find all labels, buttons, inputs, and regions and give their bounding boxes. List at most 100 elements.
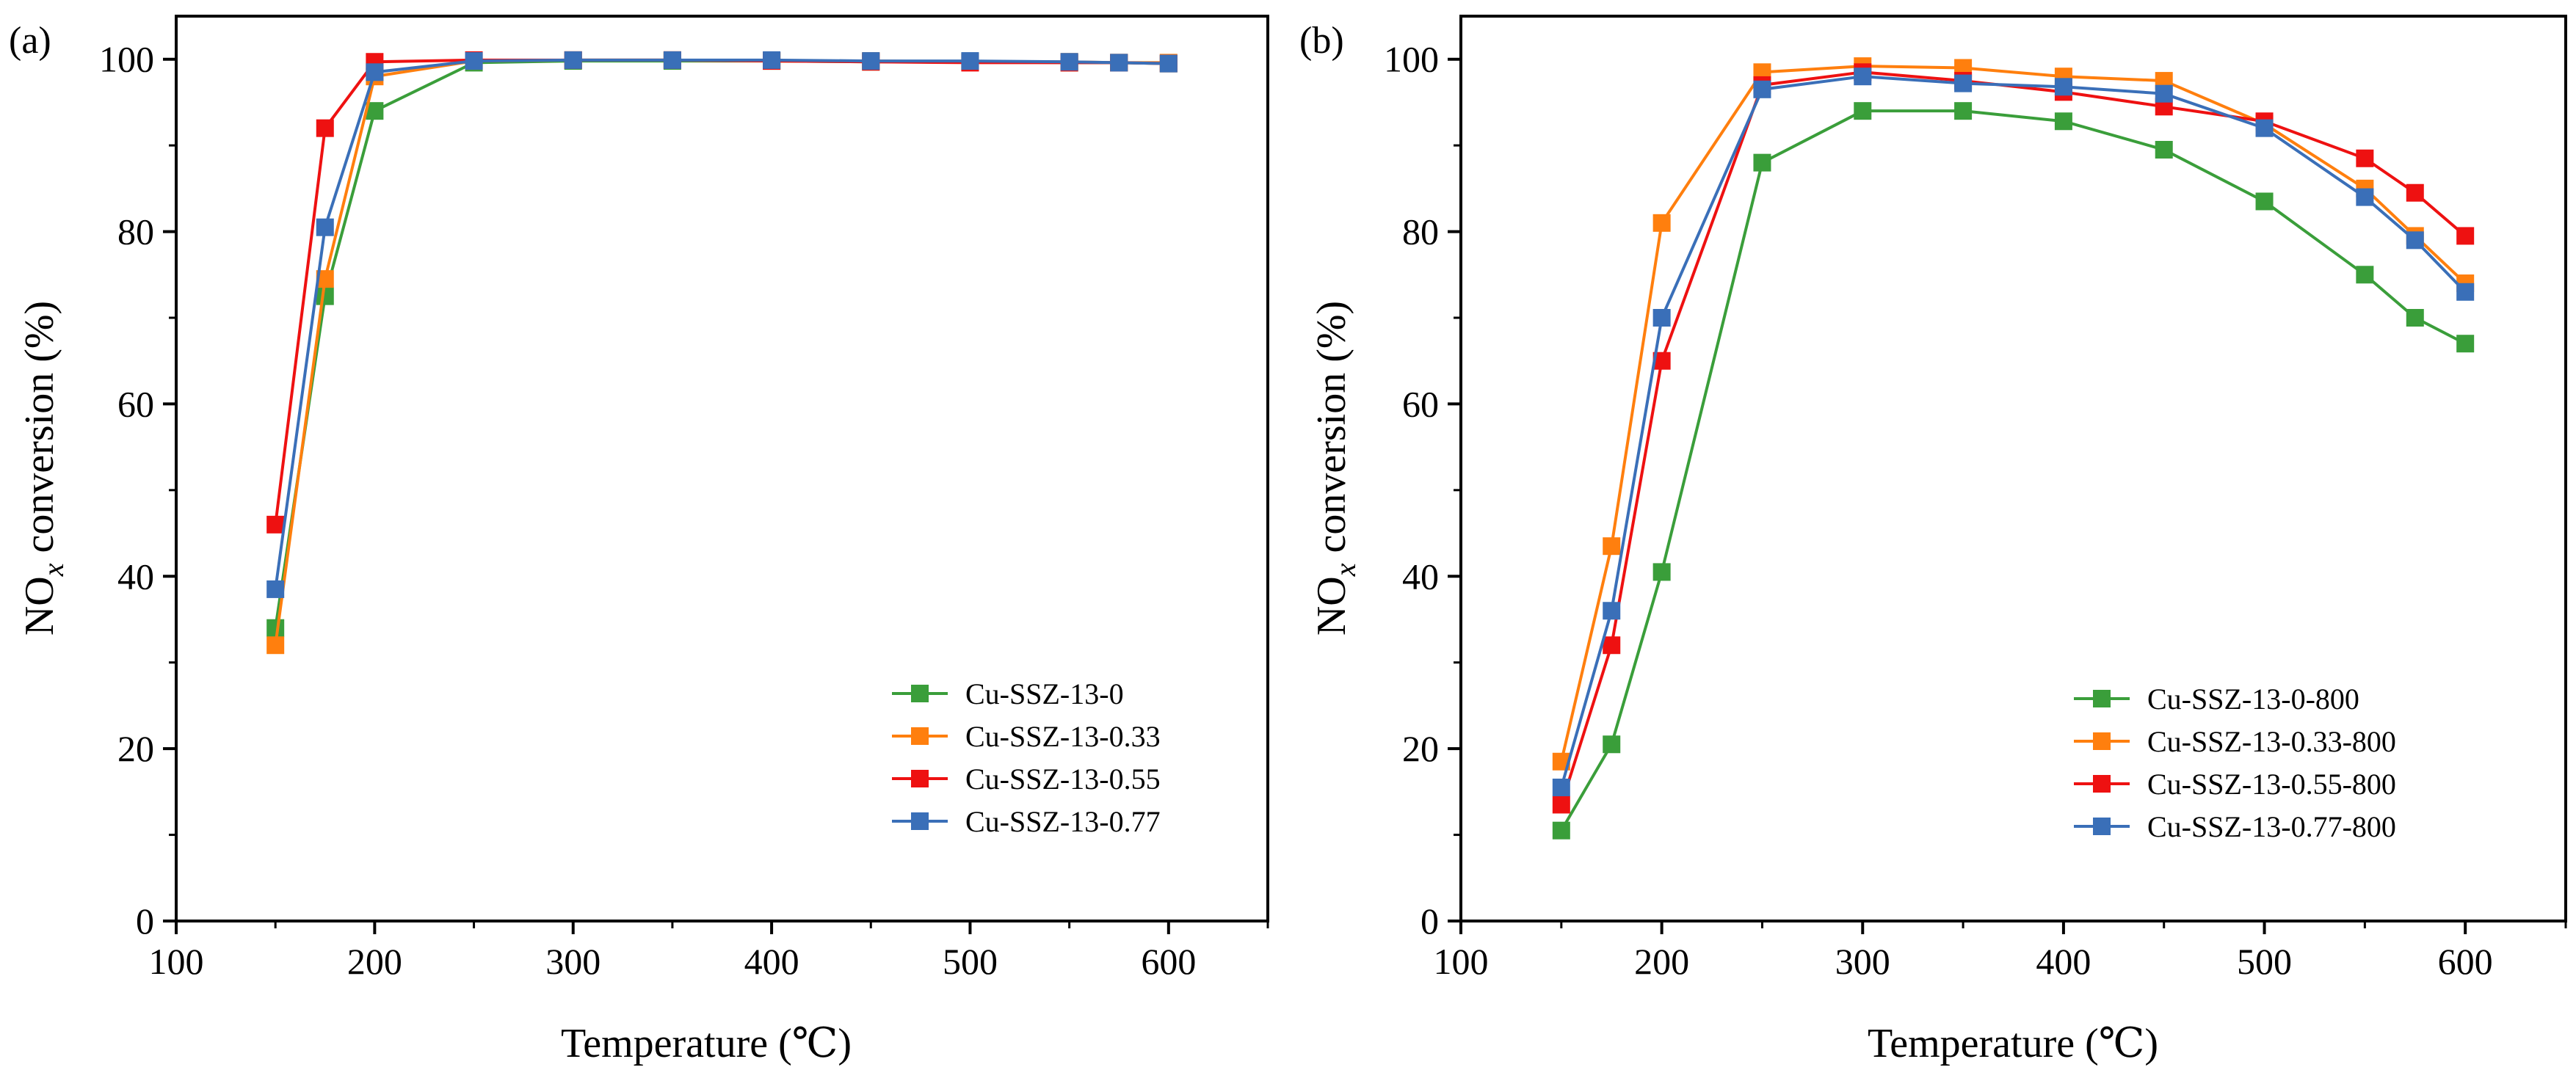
- panel-a-y-tick-label: 100: [99, 39, 154, 80]
- panel-b-y-tick-label: 0: [1421, 900, 1439, 942]
- data-point-cu-ssz-13-0-77: [663, 51, 681, 69]
- data-point-cu-ssz-13-0-800: [1753, 153, 1771, 172]
- panel-a-series-group: [266, 51, 1178, 655]
- panel-b-frame: [1459, 15, 2567, 922]
- series-line-cu-ssz-13-0-33-800: [1559, 65, 2467, 762]
- panel-b-x-tick-label: 300: [1835, 941, 1890, 982]
- data-point-cu-ssz-13-0-55-800: [2356, 149, 2374, 167]
- legend-marker-cu-ssz-13-0-55-800: [2093, 775, 2111, 793]
- legend-marker-cu-ssz-13-0-800: [2093, 690, 2111, 707]
- data-point-cu-ssz-13-0-800: [2456, 335, 2475, 353]
- data-point-cu-ssz-13-0: [266, 619, 285, 637]
- series-line-cu-ssz-13-0: [274, 59, 1169, 629]
- data-point-cu-ssz-13-0-800: [1854, 102, 1872, 120]
- panel-b-x-tick-label: 200: [1634, 941, 1689, 982]
- data-point-cu-ssz-13-0-800: [2406, 309, 2424, 327]
- legend-label-cu-ssz-13-0-55-800: Cu-SSZ-13-0.55-800: [2147, 768, 2396, 801]
- data-point-cu-ssz-13-0-77: [961, 52, 979, 70]
- panel-b-x-tick-label: 100: [1434, 941, 1489, 982]
- series-line-cu-ssz-13-0-33: [274, 58, 1169, 646]
- legend-marker-cu-ssz-13-0: [911, 685, 929, 702]
- data-point-cu-ssz-13-0-77: [862, 52, 880, 70]
- data-point-cu-ssz-13-0-77-800: [2054, 78, 2072, 96]
- data-point-cu-ssz-13-0-55-800: [1552, 796, 1570, 814]
- legend-label-cu-ssz-13-0-33: Cu-SSZ-13-0.33: [965, 720, 1161, 753]
- panel-a-legend: Cu-SSZ-13-0 Cu-SSZ-13-0.33 Cu-SSZ-13-0.55 C…: [892, 677, 1161, 838]
- panel-b-x-axis-title: Temperature (℃): [1868, 1021, 2158, 1066]
- data-point-cu-ssz-13-0-77-800: [1552, 778, 1570, 796]
- data-point-cu-ssz-13-0-55-800: [1603, 636, 1621, 655]
- panel-a-y-tick-label: 60: [117, 383, 154, 424]
- panel-a-y-axis-title: NOx conversion (%): [17, 301, 70, 636]
- data-point-cu-ssz-13-0-77: [266, 580, 285, 598]
- panel-a-x-tick-label: 600: [1141, 941, 1196, 982]
- panel-b-series-group: [1552, 57, 2475, 840]
- panel-a-x-tick-label: 100: [149, 941, 204, 982]
- legend-label-cu-ssz-13-0-77: Cu-SSZ-13-0.77: [965, 805, 1161, 838]
- panel-a-y-axis-title-subscript: x: [37, 563, 70, 577]
- data-point-cu-ssz-13-0-33-800: [1652, 214, 1671, 232]
- panel-b-y-tick-label: 20: [1402, 728, 1439, 769]
- legend-label-cu-ssz-13-0-33-800: Cu-SSZ-13-0.33-800: [2147, 725, 2396, 758]
- series-line-cu-ssz-13-0-77: [274, 58, 1169, 590]
- data-point-cu-ssz-13-0-800: [2255, 192, 2274, 211]
- data-point-cu-ssz-13-0-77-800: [2356, 188, 2374, 206]
- data-point-cu-ssz-13-0-77: [1110, 54, 1128, 72]
- legend-marker-cu-ssz-13-0-55: [911, 770, 929, 787]
- panel-a-frame: [175, 15, 1269, 922]
- data-point-cu-ssz-13-0-77: [465, 52, 483, 70]
- data-point-cu-ssz-13-0-55: [316, 119, 334, 137]
- data-point-cu-ssz-13-0-77-800: [1954, 74, 1973, 92]
- panel-a-x-axis-title: Temperature (℃): [561, 1021, 852, 1066]
- panel-a-y-tick-label: 0: [136, 900, 154, 942]
- legend-marker-cu-ssz-13-0-77-800: [2093, 818, 2111, 835]
- data-point-cu-ssz-13-0-800: [1552, 821, 1570, 840]
- panel-b-label: (b): [1299, 20, 1344, 62]
- panel-a-x-tick-label: 200: [347, 941, 402, 982]
- panel-b-y-axis-title-subscript: x: [1329, 563, 1362, 577]
- panel-b-y-tick-label: 100: [1384, 39, 1439, 80]
- legend-marker-cu-ssz-13-0-33-800: [2093, 732, 2111, 750]
- panel-a-y-ticks: 0 20 40 60 80 100: [99, 39, 176, 942]
- data-point-cu-ssz-13-0-800: [2356, 266, 2374, 284]
- data-point-cu-ssz-13-0-800: [1603, 735, 1621, 754]
- panel-b-y-tick-label: 40: [1402, 556, 1439, 597]
- data-point-cu-ssz-13-0-800: [1954, 102, 1973, 120]
- data-point-cu-ssz-13-0-800: [2054, 112, 2072, 131]
- panel-a-y-axis-title-rest: conversion (%): [17, 301, 62, 564]
- panel-b-x-tick-label: 400: [2036, 941, 2091, 982]
- panel-b-x-ticks: 100 200 300 400 500 600: [1434, 921, 2567, 982]
- data-point-cu-ssz-13-0-55: [266, 515, 285, 534]
- data-point-cu-ssz-13-0-800: [1652, 563, 1671, 581]
- legend-label-cu-ssz-13-0-800: Cu-SSZ-13-0-800: [2147, 682, 2359, 716]
- legend-marker-cu-ssz-13-0-33: [911, 727, 929, 745]
- legend-label-cu-ssz-13-0-55: Cu-SSZ-13-0.55: [965, 762, 1161, 796]
- panel-b-y-tick-label: 60: [1402, 383, 1439, 424]
- data-point-cu-ssz-13-0-77-800: [2255, 119, 2274, 137]
- data-point-cu-ssz-13-0-77-800: [1753, 80, 1771, 98]
- panel-b-y-tick-label: 80: [1402, 211, 1439, 252]
- data-point-cu-ssz-13-0-77-800: [1854, 68, 1872, 86]
- panel-b-y-axis-title: NOx conversion (%): [1309, 301, 1362, 636]
- data-point-cu-ssz-13-0-77: [316, 218, 334, 236]
- data-point-cu-ssz-13-0-77-800: [1603, 602, 1621, 620]
- panel-a: (a) 100 200 300 400 500 600 0 20 40 60 80 100 Temp…: [9, 15, 1269, 1066]
- panel-b-y-axis-title-rest: conversion (%): [1309, 301, 1354, 564]
- data-point-cu-ssz-13-0-77: [1060, 53, 1078, 71]
- data-point-cu-ssz-13-0-77-800: [2456, 283, 2475, 301]
- panel-a-y-tick-label: 40: [117, 556, 154, 597]
- series-line-cu-ssz-13-0-55: [274, 58, 1169, 525]
- data-point-cu-ssz-13-0-77: [1159, 54, 1178, 73]
- panel-a-x-ticks: 100 200 300 400 500 600: [149, 921, 1269, 982]
- legend-label-cu-ssz-13-0: Cu-SSZ-13-0: [965, 677, 1124, 710]
- panel-a-y-tick-label: 20: [117, 728, 154, 769]
- data-point-cu-ssz-13-0-55-800: [2456, 227, 2475, 245]
- series-line-cu-ssz-13-0-800: [1560, 109, 2467, 831]
- data-point-cu-ssz-13-0-77: [763, 51, 781, 69]
- panel-b-x-tick-label: 500: [2237, 941, 2292, 982]
- data-point-cu-ssz-13-0-77: [564, 51, 582, 69]
- legend-marker-cu-ssz-13-0-77: [911, 812, 929, 830]
- panel-a-y-tick-label: 80: [117, 211, 154, 252]
- data-point-cu-ssz-13-0-33: [266, 636, 285, 655]
- panel-a-y-axis-title-main: NO: [17, 576, 62, 636]
